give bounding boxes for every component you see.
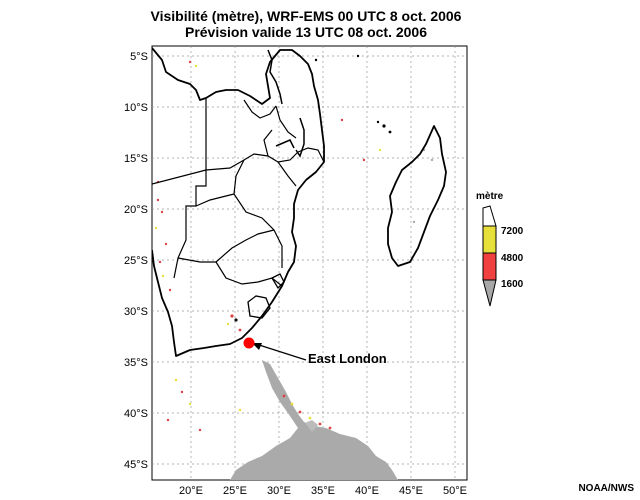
map-title-line2: Prévision valide 13 UTC 08 oct. 2006 <box>184 24 427 40</box>
legend-label: 4800 <box>501 253 524 264</box>
madagascar-coastline <box>387 125 447 267</box>
color-legend: mètre 7200 4800 1600 <box>476 191 524 307</box>
longitude-label: 50°E <box>443 485 467 497</box>
legend-label: 7200 <box>501 226 524 237</box>
legend-swatch-yellow <box>482 225 497 254</box>
legend-title: mètre <box>476 191 504 202</box>
swaziland-border <box>271 273 285 290</box>
legend-swatch-gray <box>482 279 497 307</box>
annotation-arrow <box>255 343 307 361</box>
latitude-label: 25°S <box>124 255 148 267</box>
longitude-label: 20°E <box>179 485 203 497</box>
legend-label: 1600 <box>501 279 524 290</box>
longitude-label: 40°E <box>355 485 379 497</box>
fog-streak <box>305 420 318 432</box>
map-frame <box>151 45 468 481</box>
lakes <box>267 49 305 158</box>
latitude-label: 20°S <box>124 204 148 216</box>
lesotho-border <box>247 295 271 319</box>
country-borders <box>152 98 325 287</box>
longitude-label: 30°E <box>267 485 291 497</box>
africa-coastline <box>152 47 325 357</box>
east-london-label: East London <box>308 351 387 366</box>
graticule <box>152 46 467 480</box>
latitude-labels: 5°S 10°S 15°S 20°S 25°S 30°S 35°S 40°S 45°S <box>124 51 148 471</box>
legend-swatch-red <box>482 252 497 281</box>
latitude-label: 10°S <box>124 102 148 114</box>
credit-text: NOAA/NWS <box>578 483 634 494</box>
annotation-arrowhead <box>252 343 262 350</box>
legend-cap-top <box>482 205 497 227</box>
east-london-marker <box>243 337 255 349</box>
longitude-label: 45°E <box>399 485 423 497</box>
longitude-labels: 20°E 25°E 30°E 35°E 40°E 45°E 50°E <box>179 485 467 497</box>
islands <box>314 54 392 134</box>
fog-region <box>230 360 398 480</box>
latitude-label: 5°S <box>130 51 148 63</box>
latitude-label: 45°S <box>124 459 148 471</box>
map-title-line1: Visibilité (mètre), WRF-EMS 00 UTC 8 oct… <box>150 8 462 24</box>
latitude-label: 30°S <box>124 306 148 318</box>
longitude-label: 25°E <box>223 485 247 497</box>
longitude-label: 35°E <box>311 485 335 497</box>
latitude-label: 40°S <box>124 408 148 420</box>
latitude-label: 15°S <box>124 153 148 165</box>
legend-labels: 7200 4800 1600 <box>501 226 524 290</box>
latitude-label: 35°S <box>124 357 148 369</box>
